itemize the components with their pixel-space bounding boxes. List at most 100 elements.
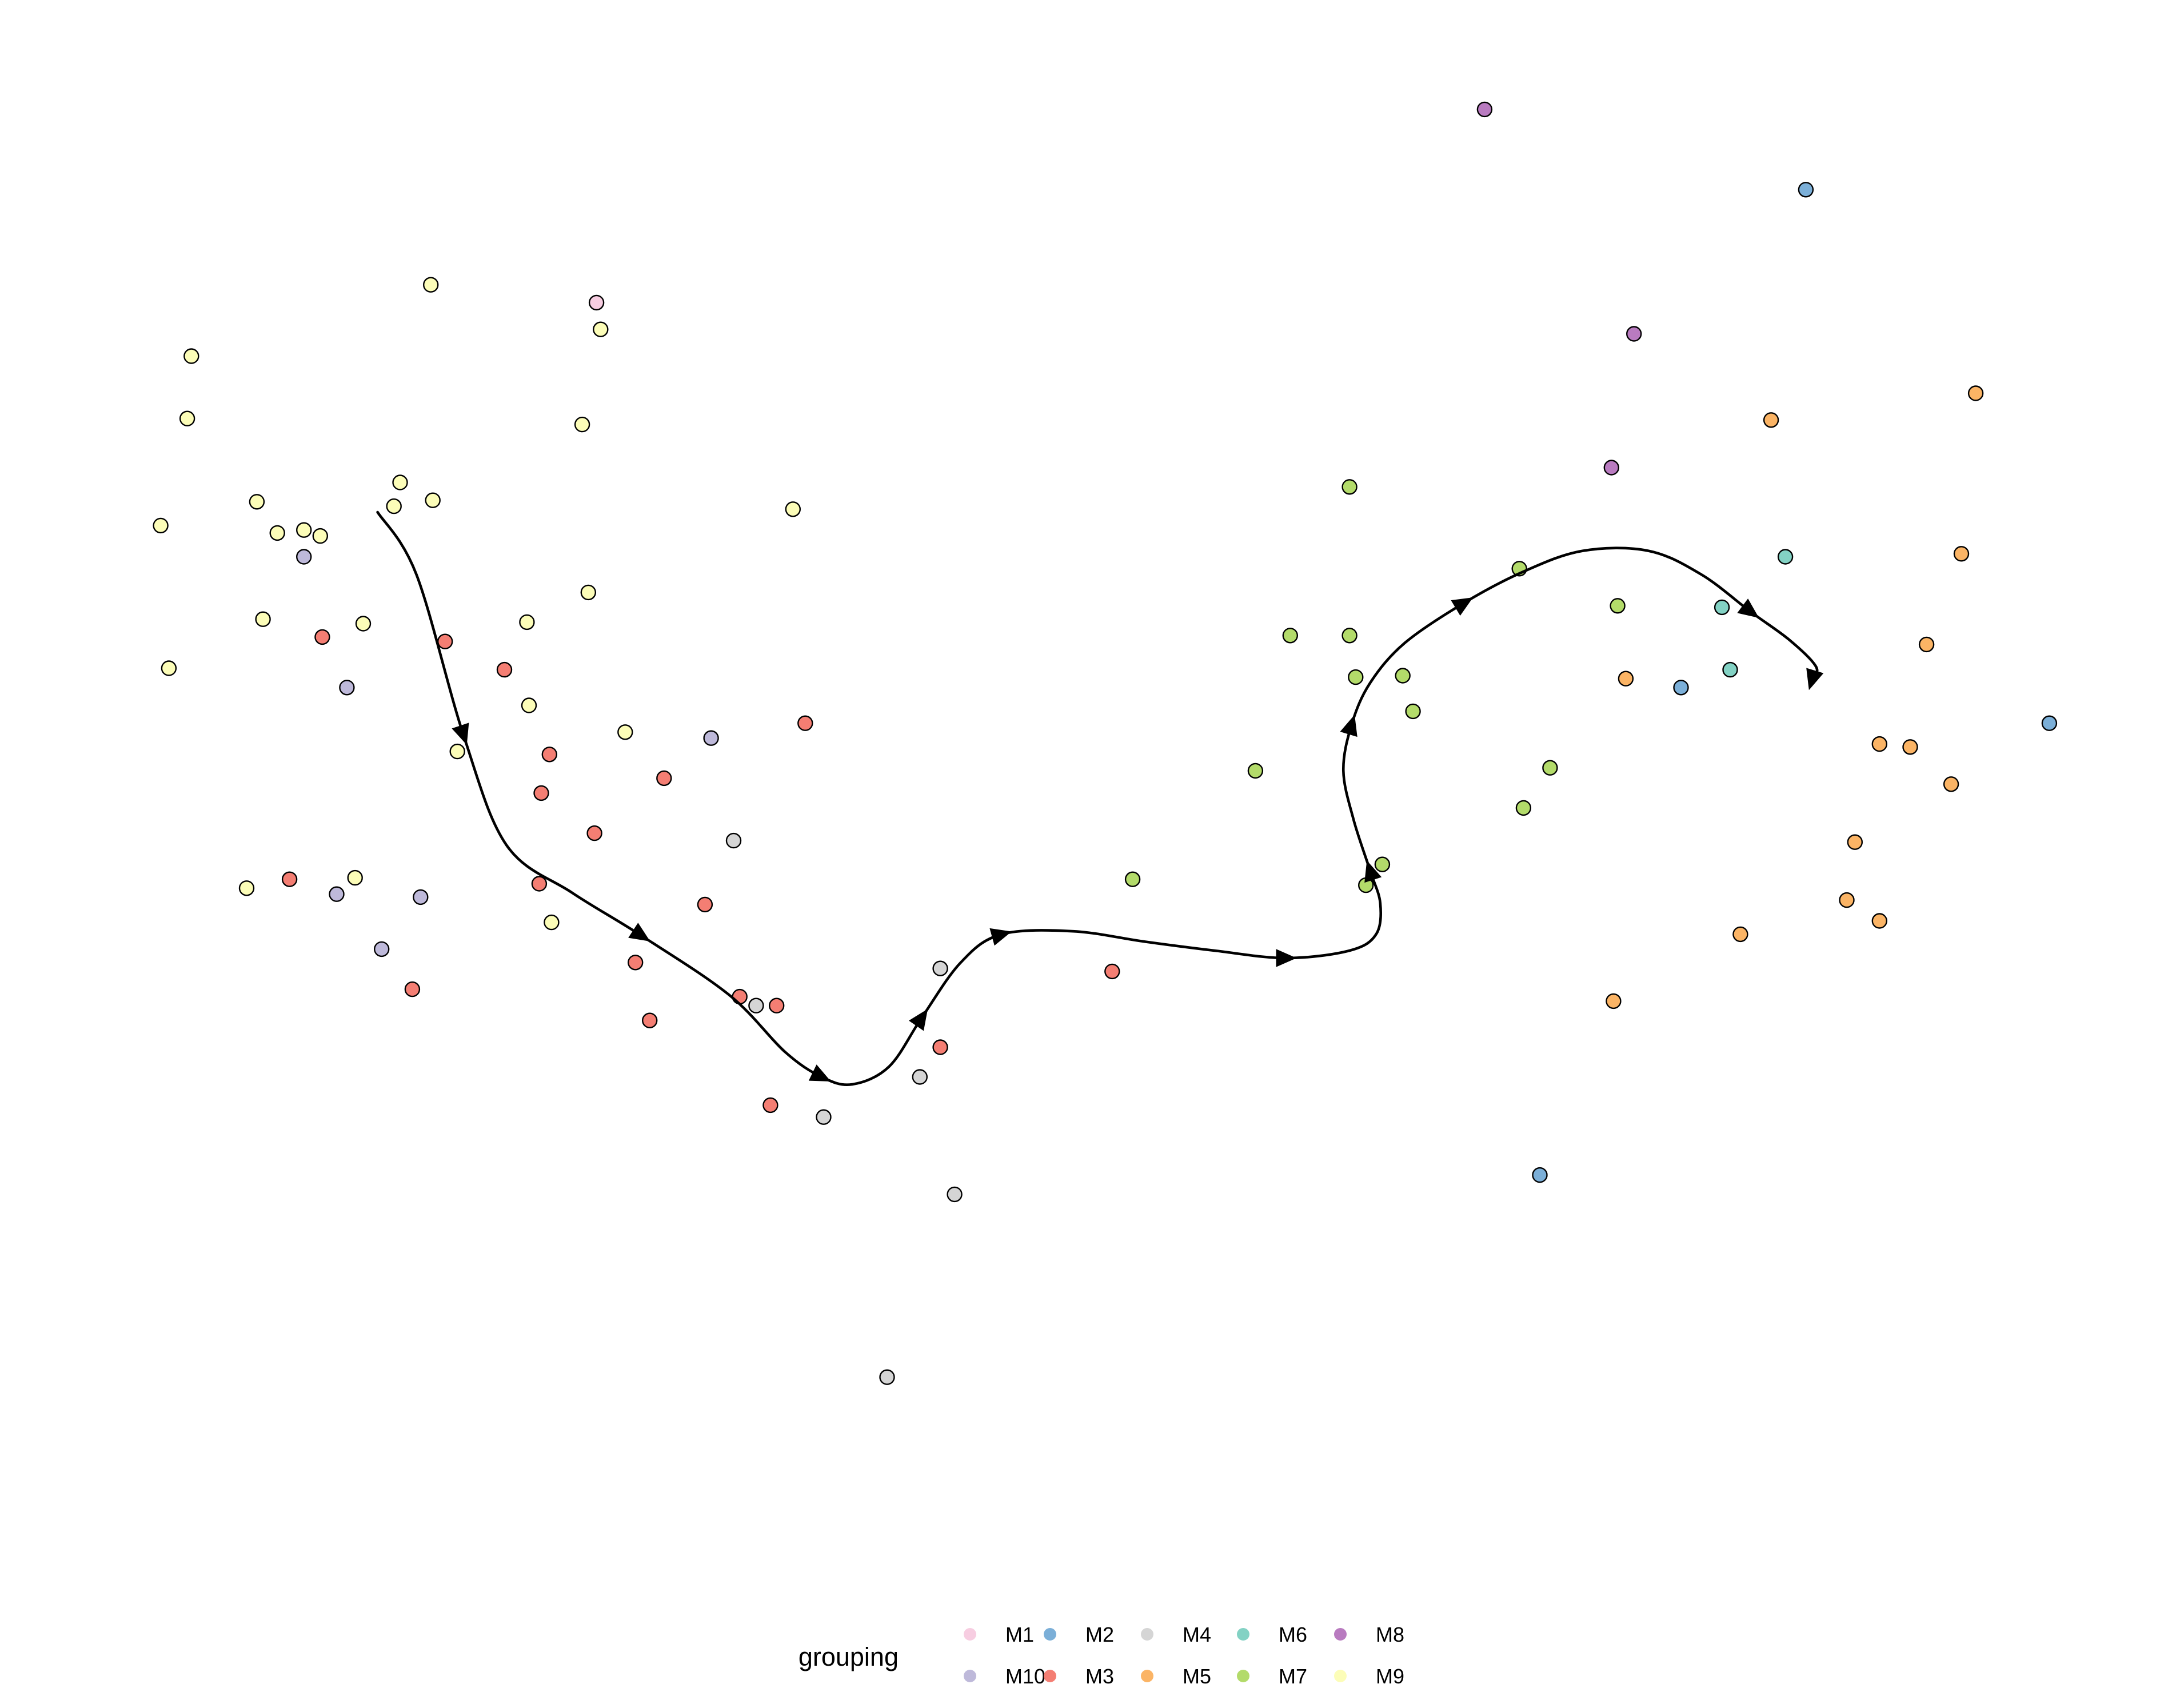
data-point-m9-14: [580, 584, 597, 601]
data-point-m10-4: [413, 889, 429, 905]
data-point-m7-2: [1610, 598, 1626, 614]
data-point-m5-9: [1839, 892, 1855, 908]
legend-swatch-m4: [1141, 1628, 1153, 1641]
data-point-m3-15: [641, 1012, 658, 1028]
data-point-m9-18: [161, 660, 177, 676]
data-point-m3-0: [314, 629, 330, 645]
data-point-m1-0: [588, 294, 605, 311]
data-point-m3-4: [541, 747, 557, 763]
legend-label-m5: M5: [1183, 1665, 1211, 1688]
data-point-m9-9: [785, 501, 801, 517]
data-point-m4-0: [725, 832, 742, 849]
data-point-m7-8: [1542, 760, 1558, 776]
legend-item-m1: M1: [964, 1623, 1034, 1646]
data-point-m7-4: [1341, 628, 1357, 644]
legend-item-m2: M2: [1044, 1623, 1114, 1646]
data-point-m4-2: [748, 997, 764, 1013]
data-point-m9-20: [449, 743, 465, 760]
data-point-m8-2: [1603, 460, 1620, 476]
data-point-m3-17: [762, 1097, 778, 1114]
data-point-m9-3: [179, 410, 195, 426]
data-point-m7-0: [1341, 479, 1357, 495]
legend-item-m4: M4: [1141, 1623, 1211, 1646]
trajectory-arrow-10: [1806, 668, 1824, 691]
data-point-m5-7: [1943, 776, 1959, 792]
plot-area: [153, 101, 2058, 1385]
data-point-m5-12: [1606, 993, 1622, 1009]
data-point-m9-7: [249, 494, 265, 510]
legend-swatch-m1: [964, 1628, 976, 1641]
series-m8: [1476, 101, 1642, 476]
data-point-m8-1: [1626, 326, 1642, 342]
legend-label-m8: M8: [1376, 1623, 1404, 1646]
legend-label-m1: M1: [1005, 1623, 1034, 1646]
data-point-m3-3: [797, 715, 813, 731]
data-point-m10-0: [296, 549, 312, 565]
data-point-m3-6: [656, 770, 672, 787]
data-point-m3-18: [1104, 963, 1120, 980]
series-m3: [281, 629, 1120, 1114]
data-point-m7-12: [1124, 871, 1141, 887]
data-point-m9-13: [312, 528, 328, 544]
legend-swatch-m5: [1141, 1670, 1153, 1682]
trajectory-arrow-9: [1737, 598, 1759, 618]
trajectory-arrow-4: [989, 928, 1012, 946]
data-point-m3-2: [496, 661, 513, 678]
legend-label-m6: M6: [1279, 1623, 1307, 1646]
legend-item-m7: M7: [1237, 1665, 1307, 1688]
trajectory-arrow-0: [452, 723, 469, 745]
data-point-m9-23: [238, 880, 255, 896]
data-point-m9-16: [519, 614, 535, 630]
data-point-m9-6: [425, 492, 441, 508]
legend-title: grouping: [798, 1642, 899, 1671]
data-point-m10-1: [339, 680, 355, 696]
data-point-m7-6: [1395, 668, 1411, 684]
data-point-m2-1: [1673, 680, 1689, 696]
data-point-m3-1: [437, 633, 453, 649]
data-point-m7-3: [1282, 628, 1299, 644]
legend-swatch-m8: [1334, 1628, 1347, 1641]
trajectory-arrow-2: [808, 1064, 831, 1082]
data-point-m9-15: [355, 616, 372, 632]
legend-label-m7: M7: [1279, 1665, 1307, 1688]
data-point-m4-6: [879, 1369, 895, 1385]
data-point-m3-8: [531, 876, 548, 892]
data-point-m9-10: [153, 517, 169, 534]
trajectory-arrow-5: [1276, 949, 1297, 967]
legend-label-m9: M9: [1376, 1665, 1404, 1688]
data-point-m2-2: [2041, 715, 2058, 731]
legend-label-m10: M10: [1005, 1665, 1045, 1688]
data-point-m6-0: [1777, 549, 1794, 565]
data-point-m2-3: [1532, 1167, 1548, 1183]
trajectory-arrow-3: [908, 1008, 928, 1031]
legend-item-m6: M6: [1237, 1623, 1307, 1646]
data-point-m4-3: [912, 1069, 928, 1085]
data-point-m3-7: [586, 825, 602, 841]
series-m9: [153, 277, 801, 931]
data-point-m5-8: [1847, 834, 1863, 850]
legend-swatch-m6: [1237, 1628, 1249, 1641]
trajectory-arrow-1: [628, 923, 650, 941]
legend-label-m3: M3: [1085, 1665, 1114, 1688]
data-point-m9-5: [392, 474, 408, 490]
data-point-m9-22: [347, 869, 363, 886]
data-point-m7-5: [1348, 669, 1364, 685]
legend-swatch-m2: [1044, 1628, 1056, 1641]
data-point-m10-2: [703, 730, 719, 746]
data-point-m5-4: [1618, 671, 1634, 687]
data-point-m3-5: [533, 785, 549, 801]
data-point-m9-4: [574, 416, 590, 433]
data-point-m5-3: [1918, 636, 1935, 653]
data-point-m3-14: [768, 997, 785, 1013]
legend-label-m2: M2: [1085, 1623, 1114, 1646]
data-point-m3-10: [281, 871, 298, 887]
data-point-m9-24: [544, 914, 560, 931]
data-point-m8-0: [1476, 101, 1493, 118]
data-point-m9-8: [386, 498, 402, 514]
data-point-m5-0: [1967, 385, 1984, 401]
legend-swatch-m3: [1044, 1670, 1056, 1682]
data-point-m5-5: [1871, 736, 1888, 752]
data-point-m6-2: [1722, 661, 1738, 678]
data-point-m3-11: [627, 955, 644, 971]
